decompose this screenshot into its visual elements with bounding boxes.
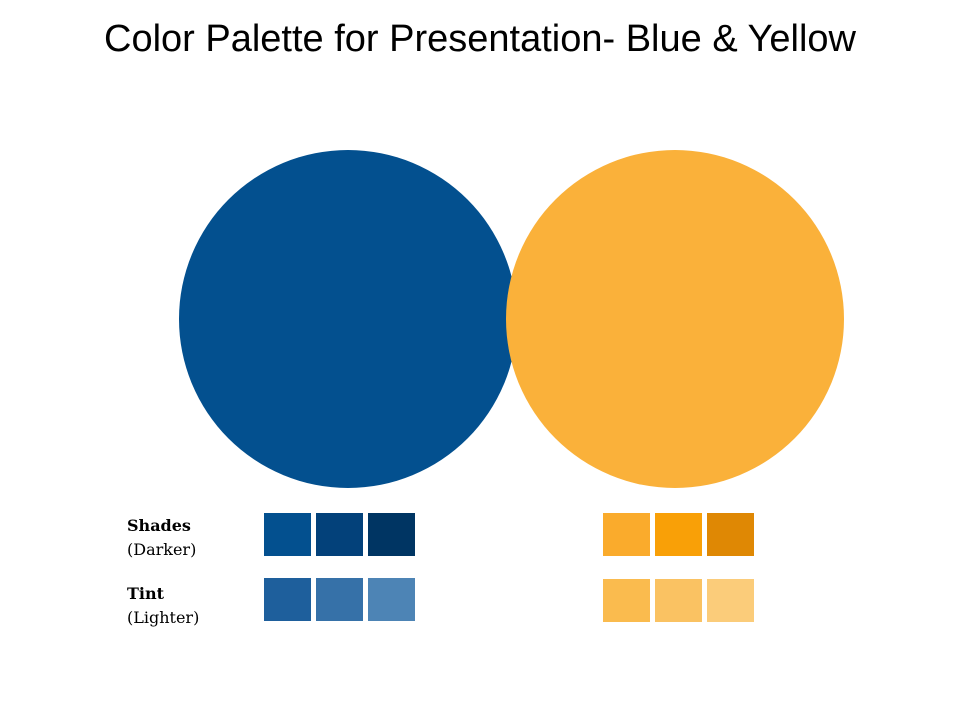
tint-label: Tint (Lighter) — [127, 582, 199, 630]
yellow-tint-swatch — [603, 579, 650, 622]
shades-label: Shades (Darker) — [127, 514, 196, 562]
yellow-primary-circle — [506, 150, 844, 488]
blue-shade-swatch — [368, 513, 415, 556]
yellow-shade-swatch — [707, 513, 754, 556]
shades-label-subtitle: (Darker) — [127, 540, 197, 559]
tint-label-title: Tint — [127, 584, 165, 603]
yellow-shades-row — [603, 513, 754, 556]
blue-primary-circle — [179, 150, 517, 488]
yellow-tint-swatch — [655, 579, 702, 622]
page-title: Color Palette for Presentation- Blue & Y… — [104, 18, 856, 60]
shades-label-title: Shades — [127, 516, 191, 535]
yellow-shade-swatch — [655, 513, 702, 556]
blue-tint-swatch — [316, 578, 363, 621]
blue-tint-swatch — [264, 578, 311, 621]
blue-tint-swatch — [368, 578, 415, 621]
blue-tints-row — [264, 578, 415, 621]
yellow-shade-swatch — [603, 513, 650, 556]
blue-shade-swatch — [316, 513, 363, 556]
yellow-tints-row — [603, 579, 754, 622]
blue-shades-row — [264, 513, 415, 556]
tint-label-subtitle: (Lighter) — [127, 608, 200, 627]
yellow-tint-swatch — [707, 579, 754, 622]
blue-shade-swatch — [264, 513, 311, 556]
